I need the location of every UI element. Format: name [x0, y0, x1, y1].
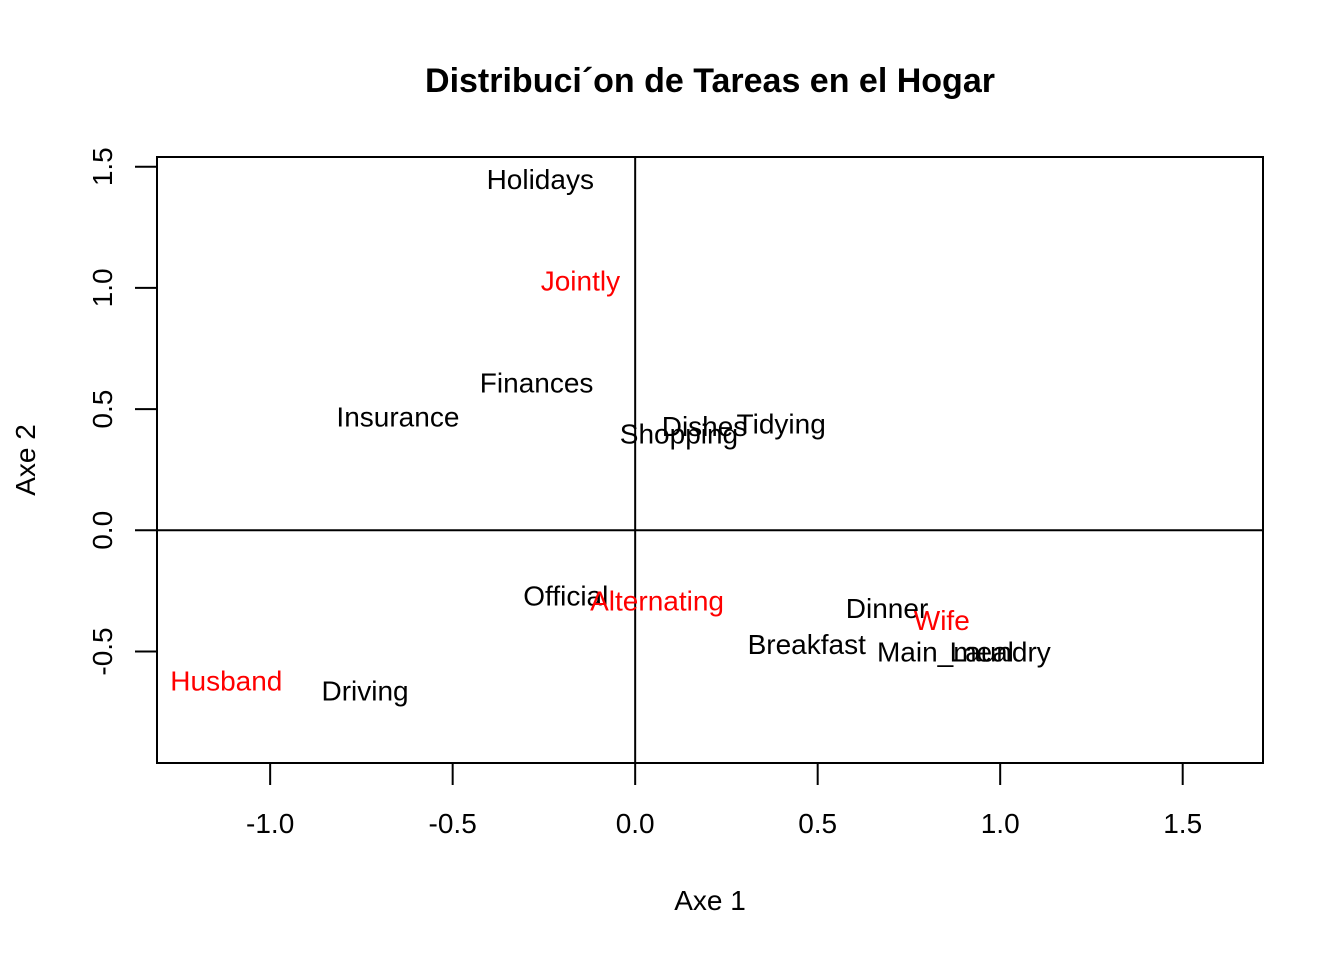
point-label-dinner: Dinner [846, 593, 928, 624]
point-label-wife: Wife [914, 605, 970, 636]
point-label-shopping: Shopping [620, 418, 738, 449]
y-axis-label: Axe 2 [10, 424, 41, 496]
point-label-holidays: Holidays [487, 164, 594, 195]
y-tick-label: -0.5 [87, 627, 118, 675]
point-label-insurance: Insurance [336, 401, 459, 432]
point-label-husband: Husband [170, 666, 282, 697]
point-label-dishes: Dishes [662, 411, 748, 442]
point-label-alternating: Alternating [590, 586, 724, 617]
x-tick-label: 0.0 [616, 808, 655, 839]
chart-title: Distribuci´on de Tareas en el Hogar [425, 62, 995, 100]
point-label-main-meal: Main_meal [877, 636, 1014, 667]
y-tick-label: 1.5 [87, 147, 118, 186]
x-tick-label: -1.0 [246, 808, 294, 839]
point-label-breakfast: Breakfast [748, 629, 866, 660]
y-tick-label: 0.0 [87, 511, 118, 550]
x-axis-label: Axe 1 [674, 885, 746, 916]
point-label-driving: Driving [321, 675, 408, 706]
plot-frame [156, 156, 1264, 764]
point-label-laundry: Laundry [950, 636, 1051, 667]
y-tick-label: 0.5 [87, 390, 118, 429]
x-tick-label: 1.5 [1163, 808, 1202, 839]
point-label-finances: Finances [480, 367, 594, 398]
point-label-jointly: Jointly [541, 266, 620, 297]
y-tick-label: 1.0 [87, 268, 118, 307]
x-tick-label: 0.5 [798, 808, 837, 839]
x-tick-label: -0.5 [429, 808, 477, 839]
point-label-tidying: Tidying [737, 409, 826, 440]
point-label-official: Official [523, 581, 608, 612]
x-tick-label: 1.0 [981, 808, 1020, 839]
